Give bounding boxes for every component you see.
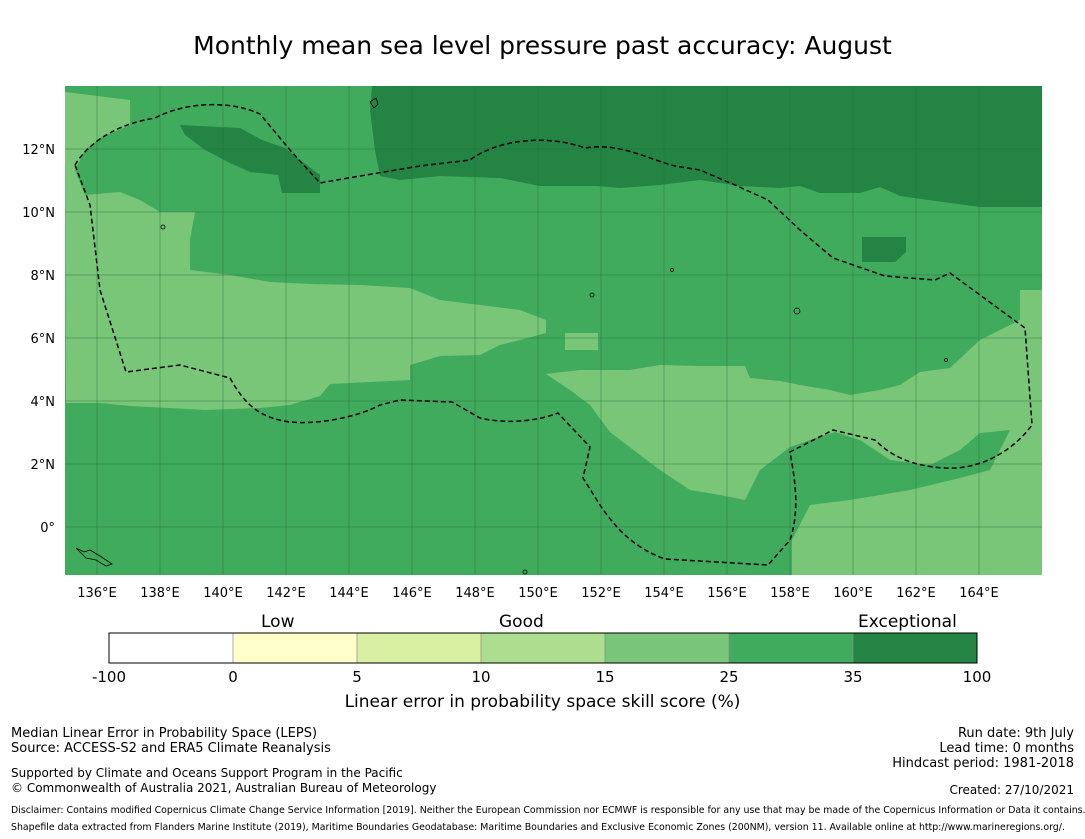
disclaimer-text: Disclaimer: Contains modified Copernicus… <box>11 805 1085 816</box>
footer-support-block: Supported by Climate and Oceans Support … <box>11 766 436 796</box>
lon-tick-label: 146°E <box>392 586 432 601</box>
lat-tick-label: 8°N <box>31 269 56 284</box>
colorbar-category-good: Good <box>499 612 544 632</box>
map-title: Monthly mean sea level pressure past acc… <box>193 31 892 60</box>
footer-right-block: Run date: 9th July Lead time: 0 months H… <box>892 726 1074 771</box>
latitude-ticks: 12°N 10°N 8°N 6°N 4°N 2°N 0° <box>22 143 55 536</box>
skill-region-strong-patch <box>565 333 598 350</box>
lon-tick-label: 164°E <box>959 586 999 601</box>
colorbar-category-exceptional: Exceptional <box>858 612 957 632</box>
lat-tick-label: 2°N <box>31 458 56 473</box>
lon-tick-label: 136°E <box>77 586 117 601</box>
longitude-ticks: 136°E 138°E 140°E 142°E 144°E 146°E 148°… <box>77 586 999 601</box>
eez-boundary <box>74 103 1033 566</box>
lat-tick-label: 6°N <box>31 332 56 347</box>
colorbar-segment <box>605 633 729 663</box>
skill-field <box>65 86 1042 575</box>
lon-tick-label: 156°E <box>707 586 747 601</box>
colorbar-segment <box>853 633 977 663</box>
colorbar-bound: 5 <box>352 668 362 686</box>
lat-tick-label: 4°N <box>31 395 56 410</box>
shapefile-credit: Shapefile data extracted from Flanders M… <box>11 822 1065 833</box>
colorbar-bound: 15 <box>595 668 614 686</box>
colorbar-segment <box>233 633 357 663</box>
lead-time: Lead time: 0 months <box>939 741 1074 756</box>
skill-region-strong-west <box>65 92 546 410</box>
created-date: Created: 27/10/2021 <box>949 783 1074 797</box>
lat-tick-label: 0° <box>40 521 55 536</box>
lon-tick-label: 140°E <box>203 586 243 601</box>
footer-method: Median Linear Error in Probability Space… <box>11 726 318 741</box>
footer-left-block: Median Linear Error in Probability Space… <box>11 726 331 756</box>
footer-copyright: © Commonwealth of Australia 2021, Austra… <box>11 781 437 795</box>
footer-support: Supported by Climate and Oceans Support … <box>11 766 403 780</box>
lon-tick-label: 160°E <box>833 586 873 601</box>
colorbar-segment <box>729 633 853 663</box>
graticule <box>65 86 1042 575</box>
lon-tick-label: 158°E <box>770 586 810 601</box>
lat-tick-label: 10°N <box>22 206 55 221</box>
skill-region-strong-west-edge <box>65 86 75 165</box>
colorbar-bound: 100 <box>963 668 992 686</box>
skill-region-exceptional-west <box>180 125 320 193</box>
lon-tick-label: 152°E <box>581 586 621 601</box>
skill-region-strong-east <box>546 290 1042 575</box>
footer-source: Source: ACCESS-S2 and ERA5 Climate Reana… <box>11 741 331 756</box>
lon-tick-label: 142°E <box>266 586 306 601</box>
lon-tick-label: 150°E <box>518 586 558 601</box>
skill-region-exceptional-patch <box>862 237 906 262</box>
colorbar-bound: 25 <box>719 668 738 686</box>
colorbar: -100 0 5 10 15 25 35 100 <box>92 632 992 686</box>
colorbar-segment <box>109 633 233 663</box>
lon-tick-label: 162°E <box>896 586 936 601</box>
lon-tick-label: 138°E <box>140 586 180 601</box>
lat-tick-label: 12°N <box>22 143 55 158</box>
colorbar-segment <box>357 633 481 663</box>
lon-tick-label: 144°E <box>329 586 369 601</box>
colorbar-category-low: Low <box>261 612 295 632</box>
hindcast-period: Hindcast period: 1981-2018 <box>892 756 1074 771</box>
colorbar-bound: 35 <box>843 668 862 686</box>
colorbar-segment <box>481 633 605 663</box>
lon-tick-label: 148°E <box>455 586 495 601</box>
colorbar-bound: 10 <box>471 668 490 686</box>
run-date: Run date: 9th July <box>957 726 1074 741</box>
lon-tick-label: 154°E <box>644 586 684 601</box>
islands <box>75 97 948 575</box>
colorbar-bound: -100 <box>92 668 126 686</box>
colorbar-frame <box>108 632 978 664</box>
colorbar-bound: 0 <box>228 668 238 686</box>
colorbar-label: Linear error in probability space skill … <box>344 692 741 712</box>
